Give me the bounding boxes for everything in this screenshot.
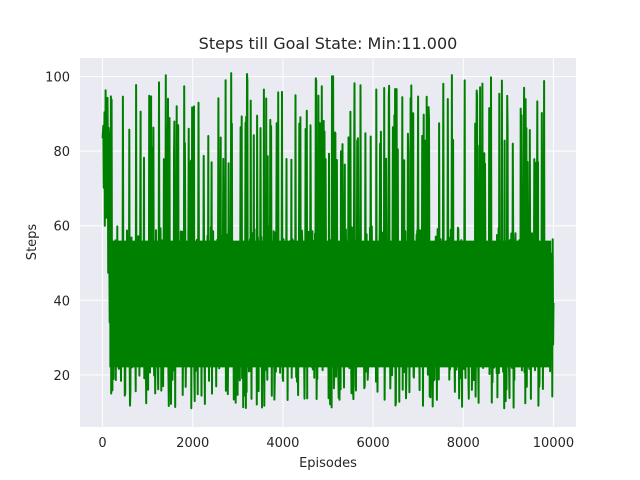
y-axis-label: Steps <box>25 224 40 261</box>
series-layer <box>101 72 555 410</box>
x-tick-labels: 0 2000 4000 6000 8000 10000 <box>98 436 574 451</box>
y-tick-label: 100 <box>45 71 70 86</box>
series-line <box>101 72 555 410</box>
x-tick-label: 0 <box>98 436 106 451</box>
y-tick-label: 80 <box>53 145 70 160</box>
x-tick-label: 10000 <box>533 436 574 451</box>
x-tick-label: 6000 <box>357 436 390 451</box>
y-tick-label: 20 <box>53 369 70 384</box>
x-tick-label: 4000 <box>266 436 299 451</box>
x-tick-label: 8000 <box>447 436 480 451</box>
y-tick-labels: 20 40 60 80 100 <box>45 71 70 384</box>
y-tick-label: 40 <box>53 294 70 309</box>
x-axis-label: Episodes <box>299 456 357 471</box>
x-tick-label: 2000 <box>176 436 209 451</box>
chart-title: Steps till Goal State: Min:11.000 <box>199 34 458 53</box>
y-tick-label: 60 <box>53 220 70 235</box>
